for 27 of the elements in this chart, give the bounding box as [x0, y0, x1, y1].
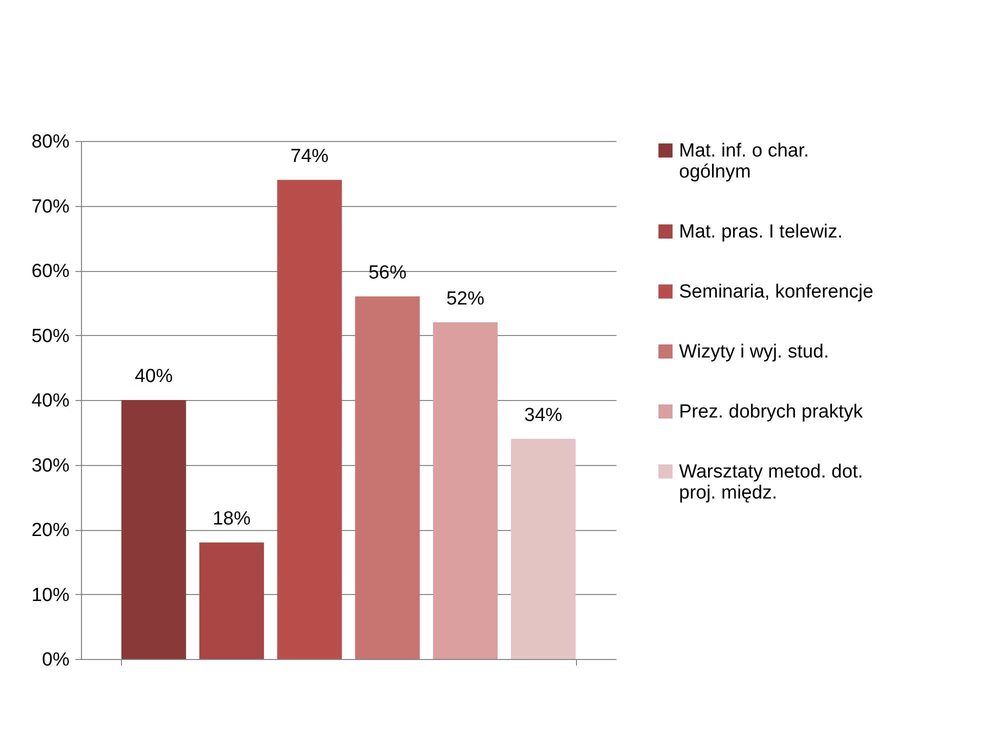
bar [355, 296, 420, 659]
legend-label: Mat. pras. I telewiz. [679, 222, 843, 242]
data-label: 40% [134, 366, 173, 387]
bar [433, 322, 498, 659]
y-tick-label: 70% [31, 196, 70, 218]
data-label: 18% [212, 508, 251, 530]
data-label: 74% [290, 146, 329, 167]
y-tick-label: 30% [31, 455, 70, 476]
data-label: 56% [368, 262, 407, 284]
legend-label: Wizyty i wyj. stud. [679, 342, 829, 362]
legend-label: Prez. dobrych praktyk [679, 402, 864, 422]
bar [277, 180, 342, 659]
bar [199, 542, 264, 659]
y-tick-label: 0% [42, 650, 70, 670]
legend-label: Mat. inf. o char. ogólnym [679, 140, 809, 182]
y-tick-label: 20% [31, 520, 70, 541]
bar [121, 400, 186, 659]
bar [510, 438, 576, 659]
y-tick-label: 10% [31, 584, 70, 606]
y-tick-label: 80% [31, 132, 70, 152]
legend-label: Warsztaty metod. dot. proj. międz. [679, 462, 864, 504]
y-tick-label: 60% [31, 261, 70, 282]
y-tick-label: 50% [31, 326, 70, 347]
y-tick-label: 40% [31, 390, 70, 412]
data-label: 52% [446, 288, 484, 310]
legend-label: Seminaria, konferencje [679, 282, 874, 302]
data-label: 34% [524, 404, 562, 426]
